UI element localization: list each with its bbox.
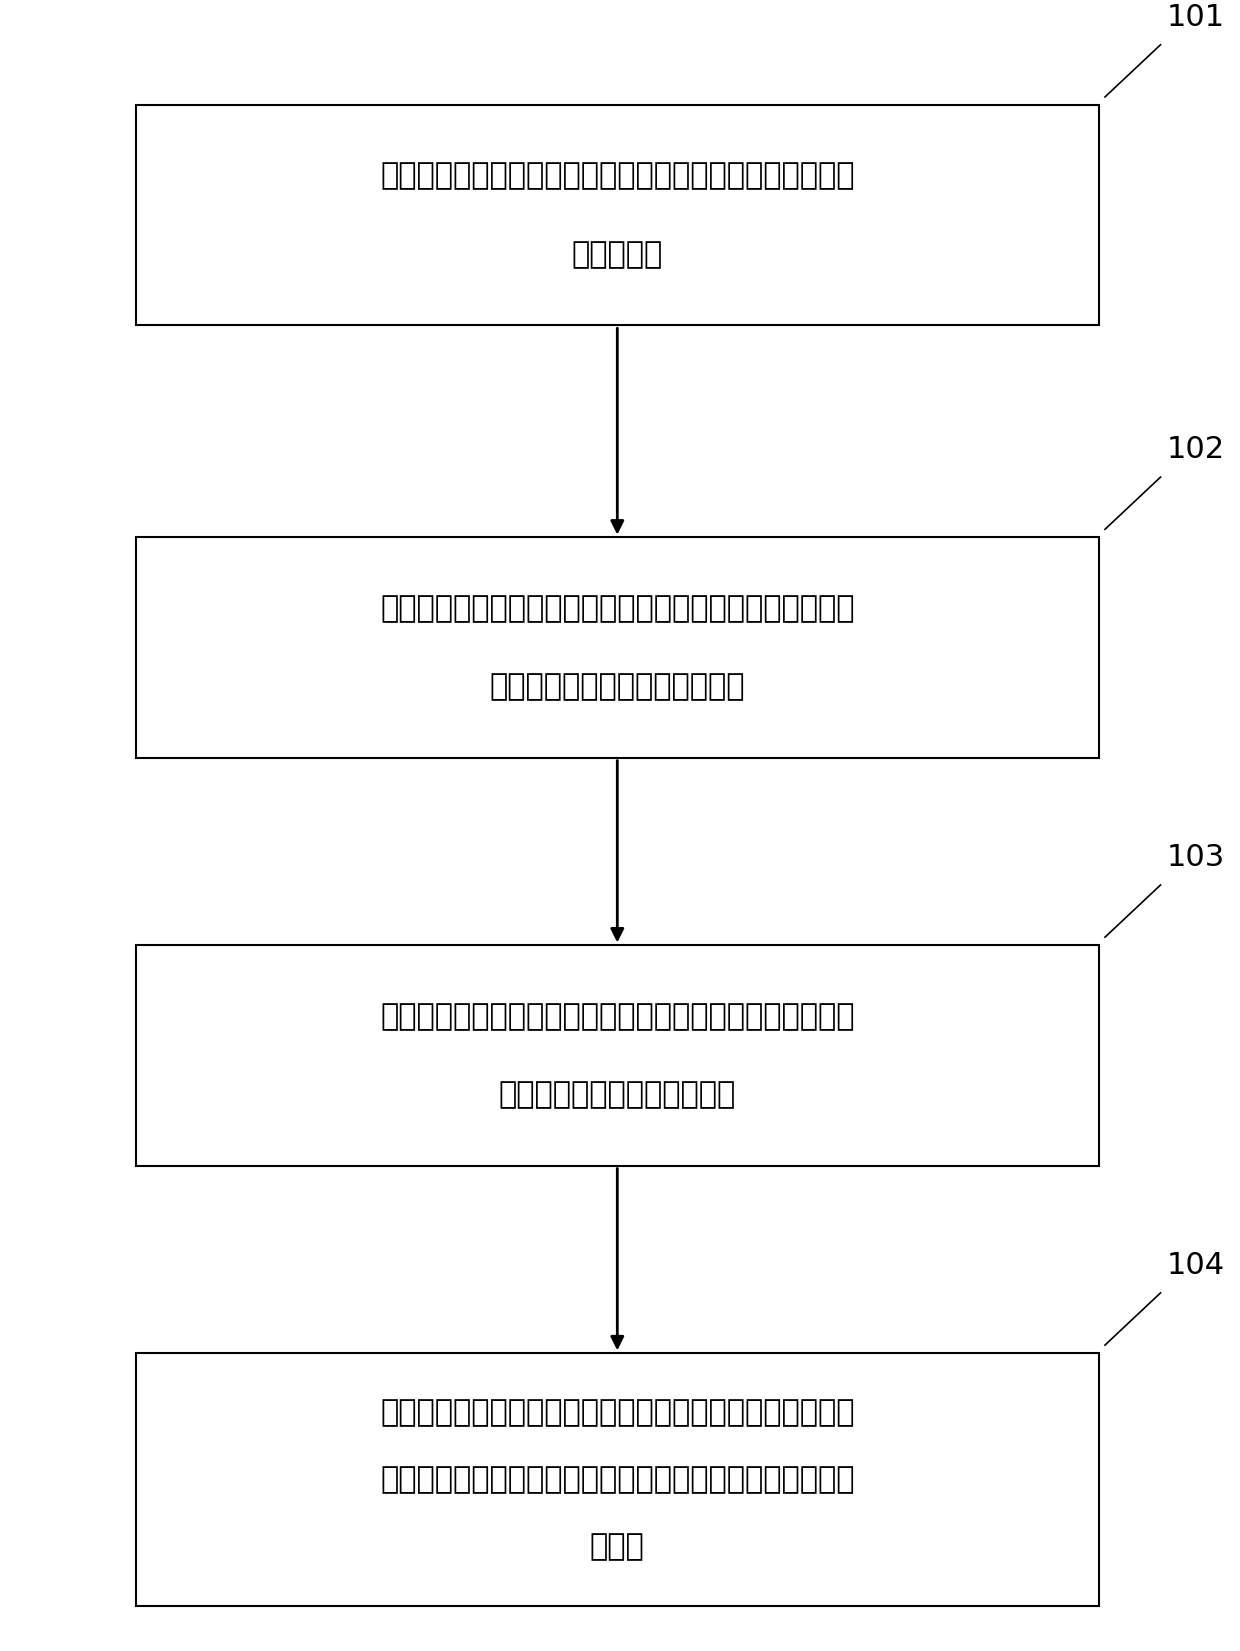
Text: 104: 104 [1167,1251,1225,1280]
Text: 102: 102 [1167,436,1225,464]
Text: 应一个小区: 应一个小区 [572,239,663,269]
Text: 103: 103 [1167,844,1225,872]
FancyBboxPatch shape [136,538,1099,758]
Text: 对点状分布图进行三角剖分以形成三角网，根据所述三角网: 对点状分布图进行三角剖分以形成三角网，根据所述三角网 [379,594,854,622]
FancyBboxPatch shape [136,106,1099,325]
FancyBboxPatch shape [136,1354,1099,1606]
Text: 根据所述干扰距离、频点需求和对打干扰确定每一个小区的: 根据所述干扰距离、频点需求和对打干扰确定每一个小区的 [379,1398,854,1428]
Text: 配频点: 配频点 [590,1532,645,1560]
Text: 101: 101 [1167,3,1225,31]
Text: 难度分配因子，按难度分配因子从大到小的顺序对该小区分: 难度分配因子，按难度分配因子从大到小的顺序对该小区分 [379,1464,854,1494]
Text: 确定每一个小区的干扰影响范围: 确定每一个小区的干扰影响范围 [490,672,745,702]
FancyBboxPatch shape [136,946,1099,1166]
Text: 根据小区的位置绘制点状分布图，点状分布图中的一个点对: 根据小区的位置绘制点状分布图，点状分布图中的一个点对 [379,162,854,190]
Text: 距离、频点需求以及对打干扰: 距离、频点需求以及对打干扰 [498,1080,735,1109]
Text: 根据所述干扰影响范围，计算出三角网中每一个小区的干扰: 根据所述干扰影响范围，计算出三角网中每一个小区的干扰 [379,1002,854,1030]
